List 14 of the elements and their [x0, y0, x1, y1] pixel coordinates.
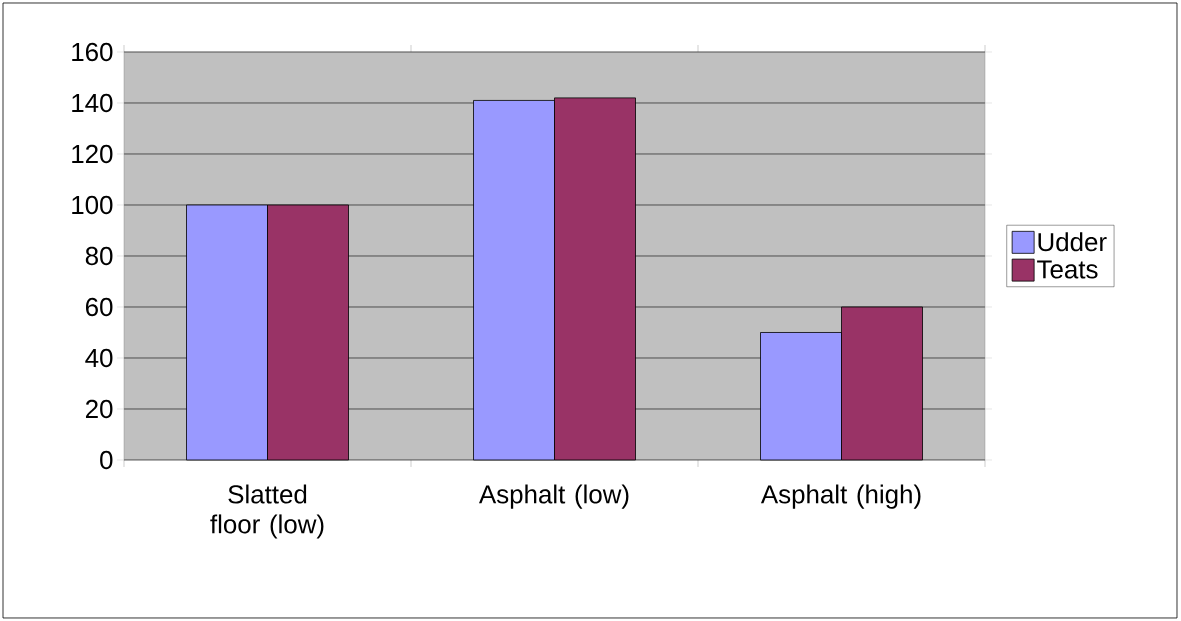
y-tick-label: 140 [72, 93, 113, 113]
y-tick-label: 100 [72, 195, 113, 215]
legend-label: Udder [1038, 232, 1107, 252]
y-tick-label: 60 [85, 297, 113, 317]
y-tick-label: 120 [72, 144, 113, 164]
legend-label: Teats [1037, 260, 1098, 279]
x-tick-label: Slatted floor (low) [210, 484, 324, 539]
x-tick-label: Asphalt (low) [478, 484, 629, 509]
y-tick-label: 0 [100, 450, 113, 470]
y-tick-label: 40 [85, 348, 113, 368]
x-tick-label: Asphalt (high) [760, 484, 921, 509]
y-tick-label: 20 [85, 399, 113, 419]
y-tick-label: 160 [72, 42, 113, 62]
y-tick-label: 80 [85, 246, 113, 266]
